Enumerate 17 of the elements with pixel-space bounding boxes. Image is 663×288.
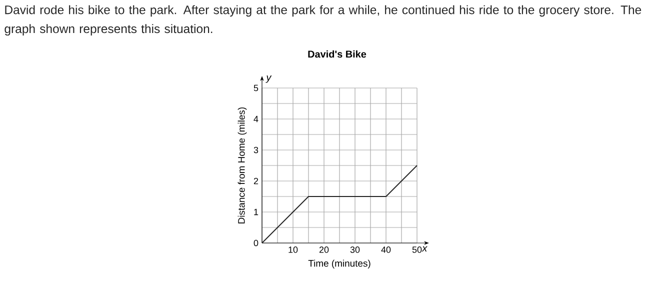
y-tick-label: 0: [254, 240, 258, 246]
y-tick-label: 1: [254, 208, 258, 216]
x-tick-label: 10: [288, 246, 298, 253]
text: y: [266, 75, 272, 83]
y-tick-label: 4: [254, 116, 258, 122]
chart-title: David's Bike: [308, 50, 366, 58]
x-axis-title: Time (minutes): [308, 260, 370, 269]
x-tick-label: 40: [381, 246, 391, 253]
y-tick-label: 2: [254, 178, 258, 184]
x-tick-label: 50: [412, 246, 422, 253]
y-tick-label: 5: [254, 84, 258, 92]
x-tick-label: 20: [319, 246, 329, 253]
y-tick-label: 3: [254, 146, 258, 154]
x-tick-label: 30: [350, 246, 360, 253]
y-axis-title: Distance from Home (miles): [238, 107, 247, 224]
text: x: [422, 246, 428, 252]
chart-subtitle: David rode his bike to the park. After staying at the park for a while, he continued his ride to the grocery store. The graph shown represents this situation.: [4, 5, 642, 36]
